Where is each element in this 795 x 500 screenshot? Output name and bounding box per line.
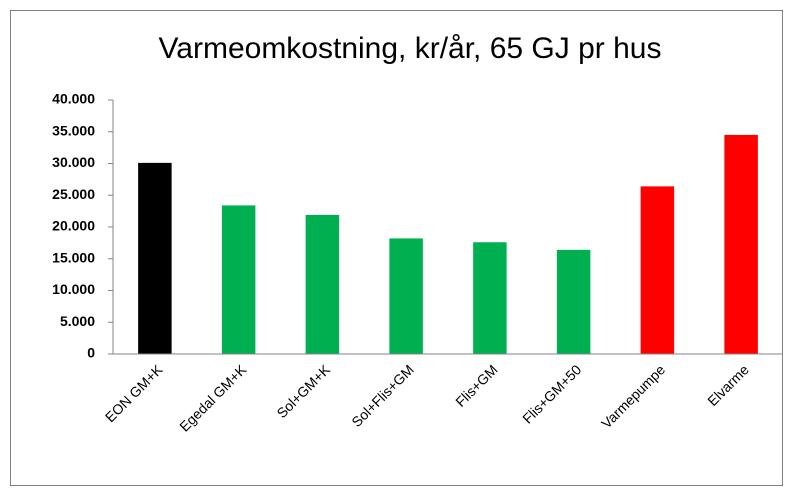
bar [138, 162, 172, 354]
bar [389, 238, 423, 354]
y-tick-label: 15.000 [52, 249, 95, 265]
y-tick-label: 40.000 [52, 91, 95, 107]
y-tick-label: 5.000 [60, 313, 95, 329]
bar [473, 242, 507, 354]
y-tick-label: 0 [87, 345, 95, 361]
bar [221, 205, 256, 354]
bar [305, 214, 340, 354]
bar [556, 249, 591, 354]
y-tick-label: 30.000 [52, 154, 95, 170]
y-tick-label: 35.000 [52, 122, 95, 138]
bar [724, 134, 758, 354]
y-tick-label: 10.000 [52, 281, 95, 297]
chart-title: Varmeomkostning, kr/år, 65 GJ pr hus [159, 32, 662, 65]
bar [640, 186, 675, 354]
y-tick-label: 25.000 [52, 186, 95, 202]
y-tick-label: 20.000 [52, 218, 95, 234]
